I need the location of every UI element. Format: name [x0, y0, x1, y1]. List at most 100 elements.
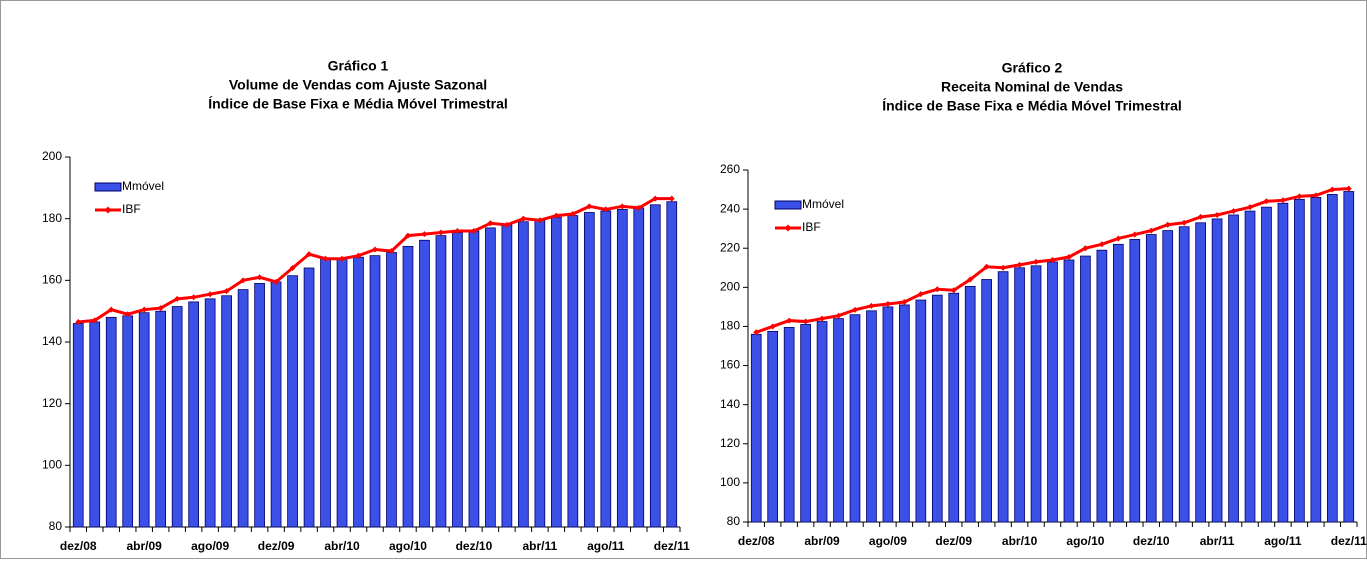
- y-tick-label: 260: [720, 162, 740, 176]
- line-marker: [884, 300, 891, 307]
- line-marker: [802, 318, 809, 325]
- line-marker: [753, 329, 760, 336]
- line-marker: [786, 317, 793, 324]
- x-tick-label: ago/10: [1066, 534, 1104, 548]
- line-marker: [553, 212, 560, 219]
- bar: [1277, 202, 1289, 523]
- bar: [767, 330, 779, 523]
- bar: [1030, 265, 1042, 523]
- line-marker: [157, 305, 164, 312]
- bar: [435, 235, 447, 528]
- line-marker: [1329, 186, 1336, 193]
- legend-marker: [104, 206, 112, 214]
- line-marker: [602, 206, 609, 213]
- x-tick-label: ago/10: [389, 539, 427, 553]
- bar: [369, 255, 381, 528]
- bar: [518, 221, 529, 528]
- y-tick-label: 100: [720, 475, 740, 489]
- line-marker: [635, 204, 642, 211]
- bar: [899, 304, 910, 523]
- bar: [1294, 198, 1305, 523]
- legend-label: IBF: [802, 220, 821, 234]
- line-marker: [174, 295, 181, 302]
- y-tick-label: 180: [720, 319, 740, 333]
- line-marker: [1148, 227, 1155, 234]
- line-marker: [1065, 254, 1072, 261]
- bar: [287, 275, 298, 528]
- x-tick-label: dez/11: [654, 539, 690, 553]
- chart-title: Gráfico 2: [1002, 60, 1063, 76]
- bar: [270, 281, 282, 528]
- line-marker: [388, 248, 395, 255]
- line-marker: [289, 265, 296, 271]
- line-marker: [454, 228, 461, 234]
- line-marker: [1214, 211, 1221, 218]
- bar: [783, 327, 795, 523]
- line-marker: [619, 203, 626, 210]
- bar: [386, 252, 397, 528]
- bar: [882, 306, 894, 523]
- line-marker: [668, 195, 675, 202]
- line-marker: [917, 291, 924, 298]
- bar: [1080, 255, 1091, 523]
- bar: [849, 314, 861, 523]
- bar: [833, 318, 844, 523]
- line-marker: [91, 317, 98, 324]
- line-marker: [223, 288, 230, 295]
- line-marker: [372, 246, 378, 253]
- bar: [1014, 267, 1025, 523]
- line-marker: [339, 255, 346, 262]
- bar: [303, 267, 315, 528]
- bar: [750, 333, 762, 523]
- legend-marker: [784, 224, 792, 232]
- chart-title: Índice de Base Fixa e Média Móvel Trimes…: [208, 96, 508, 112]
- line-marker: [1296, 193, 1303, 200]
- x-tick-label: abr/10: [324, 539, 360, 553]
- line-marker: [1033, 258, 1040, 265]
- x-tick-label: abr/11: [523, 539, 558, 553]
- bar: [1129, 239, 1141, 523]
- x-tick-label: dez/10: [456, 539, 493, 553]
- x-tick-label: abr/11: [1200, 534, 1235, 548]
- bar: [583, 212, 595, 528]
- line-marker: [950, 287, 957, 294]
- legend-label: Mmóvel: [122, 179, 164, 193]
- legend-label: Mmóvel: [802, 197, 844, 211]
- y-tick-label: 80: [49, 519, 63, 533]
- line-marker: [240, 277, 247, 284]
- bar: [915, 299, 927, 523]
- line-marker: [355, 252, 362, 259]
- line-marker: [421, 231, 428, 238]
- bar: [188, 301, 199, 528]
- x-tick-label: abr/10: [1002, 534, 1038, 548]
- bar: [1047, 261, 1058, 523]
- bar: [1195, 222, 1206, 523]
- x-tick-label: dez/10: [1133, 534, 1170, 548]
- bar: [997, 271, 1009, 523]
- line-marker: [141, 306, 148, 313]
- line-marker: [1279, 197, 1286, 204]
- x-tick-label: ago/09: [869, 534, 907, 548]
- line-marker: [190, 294, 197, 301]
- y-tick-label: 160: [42, 273, 62, 287]
- line-marker: [901, 299, 908, 305]
- line-marker: [769, 323, 776, 330]
- bar: [1211, 218, 1223, 523]
- line-marker: [1131, 231, 1138, 238]
- legend-label: IBF: [122, 202, 141, 216]
- x-tick-label: dez/09: [935, 534, 972, 548]
- bar: [1326, 194, 1338, 523]
- line-marker: [983, 263, 990, 270]
- line-marker: [1197, 213, 1204, 220]
- bar: [981, 279, 992, 523]
- bar: [254, 283, 265, 528]
- bar: [866, 310, 877, 523]
- line-marker: [868, 302, 875, 309]
- line-marker: [108, 306, 115, 313]
- legend-swatch: [774, 200, 802, 210]
- line-marker: [1230, 208, 1237, 215]
- bar: [1343, 191, 1355, 523]
- bar: [1162, 230, 1174, 523]
- bar: [485, 227, 496, 528]
